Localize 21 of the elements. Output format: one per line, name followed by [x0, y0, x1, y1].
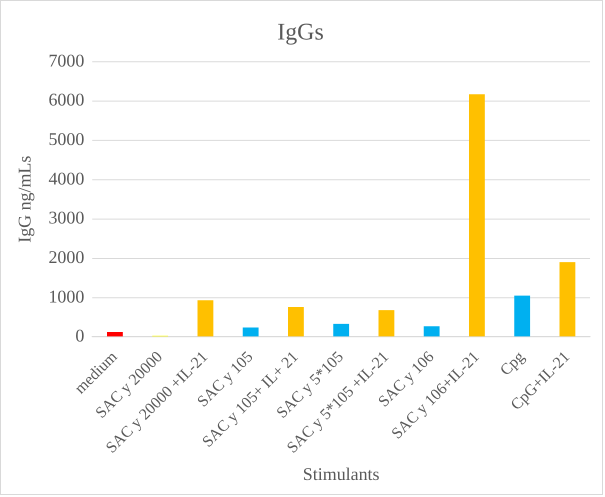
bar: [242, 327, 259, 336]
y-tick-label: 4000: [48, 168, 84, 188]
y-tick-label: 6000: [48, 90, 84, 110]
y-tick-label: 1000: [48, 286, 84, 306]
bar: [469, 94, 485, 336]
bar: [514, 296, 530, 336]
bar: [333, 324, 350, 336]
y-tick-label: 7000: [48, 50, 84, 70]
bar: [198, 300, 214, 336]
bar: [378, 310, 394, 336]
bar: [559, 262, 576, 336]
x-axis-title: Stimulants: [302, 464, 380, 484]
y-axis-title: IgG ng/mLs: [14, 156, 34, 243]
bar: [288, 306, 304, 336]
y-tick-label: 0: [75, 326, 84, 346]
y-tick-label: 3000: [48, 208, 84, 228]
chart-title: IgGs: [277, 20, 324, 46]
y-tick-label: 2000: [48, 246, 84, 267]
y-tick-label: 5000: [48, 128, 84, 149]
bar: [107, 332, 123, 336]
bar: [424, 326, 440, 336]
